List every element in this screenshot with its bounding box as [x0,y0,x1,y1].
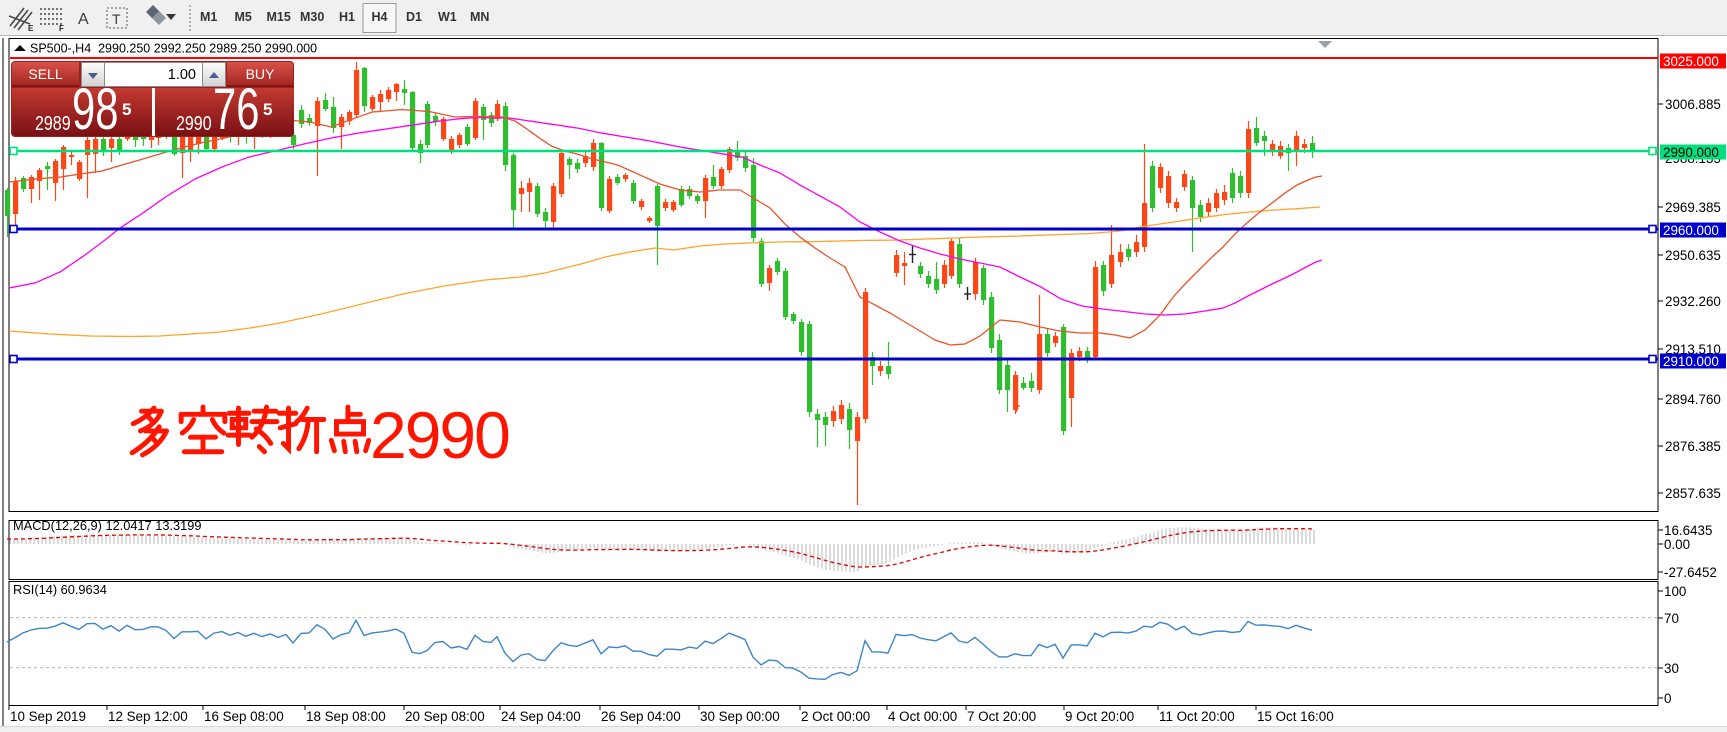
svg-text:100: 100 [1664,584,1686,599]
svg-text:2950.635: 2950.635 [1665,248,1721,263]
svg-text:3025.000: 3025.000 [1663,54,1719,69]
svg-text:26 Sep 04:00: 26 Sep 04:00 [601,709,681,724]
svg-text:A: A [78,11,89,28]
svg-text:RSI(14) 60.9634: RSI(14) 60.9634 [13,582,107,597]
svg-text:15 Oct 16:00: 15 Oct 16:00 [1257,709,1334,724]
svg-text:0.00: 0.00 [1664,537,1690,552]
svg-text:4 Oct 00:00: 4 Oct 00:00 [888,709,957,724]
svg-text:-27.6452: -27.6452 [1664,565,1717,580]
svg-text:11 Oct 20:00: 11 Oct 20:00 [1159,709,1235,724]
svg-text:2913.510: 2913.510 [1665,342,1721,357]
svg-text:24 Sep 04:00: 24 Sep 04:00 [501,709,581,724]
svg-text:2894.760: 2894.760 [1665,392,1721,407]
svg-text:T: T [112,11,121,27]
svg-text:7 Oct 20:00: 7 Oct 20:00 [967,709,1036,724]
svg-text:F: F [59,24,64,33]
svg-text:E: E [28,24,34,33]
svg-text:2990.000: 2990.000 [1663,145,1719,160]
svg-text:0: 0 [1664,691,1671,706]
svg-text:MACD(12,26,9) 12.0417 13.3199: MACD(12,26,9) 12.0417 13.3199 [13,518,202,533]
svg-text:16.6435: 16.6435 [1664,523,1712,538]
svg-text:2969.385: 2969.385 [1665,200,1721,215]
svg-text:16 Sep 08:00: 16 Sep 08:00 [204,709,284,724]
svg-text:30: 30 [1664,661,1679,676]
svg-text:20 Sep 08:00: 20 Sep 08:00 [405,709,485,724]
svg-text:2990: 2990 [370,398,509,472]
svg-text:9 Oct 20:00: 9 Oct 20:00 [1065,709,1134,724]
svg-text:2 Oct 00:00: 2 Oct 00:00 [801,709,870,724]
svg-text:2857.635: 2857.635 [1665,486,1721,501]
svg-text:2876.385: 2876.385 [1665,439,1721,454]
svg-text:2932.260: 2932.260 [1665,294,1721,309]
svg-text:12 Sep 12:00: 12 Sep 12:00 [108,709,188,724]
svg-text:70: 70 [1664,611,1679,626]
svg-text:SP500-,H4 2990.250 2992.250 2: SP500-,H4 2990.250 2992.250 2989.250 299… [30,42,317,56]
svg-text:30 Sep 00:00: 30 Sep 00:00 [700,709,780,724]
svg-text:10 Sep 2019: 10 Sep 2019 [10,709,86,724]
svg-text:2910.000: 2910.000 [1663,354,1719,369]
svg-text:2960.000: 2960.000 [1663,223,1719,238]
svg-text:18 Sep 08:00: 18 Sep 08:00 [306,709,386,724]
svg-text:3006.885: 3006.885 [1665,97,1721,112]
